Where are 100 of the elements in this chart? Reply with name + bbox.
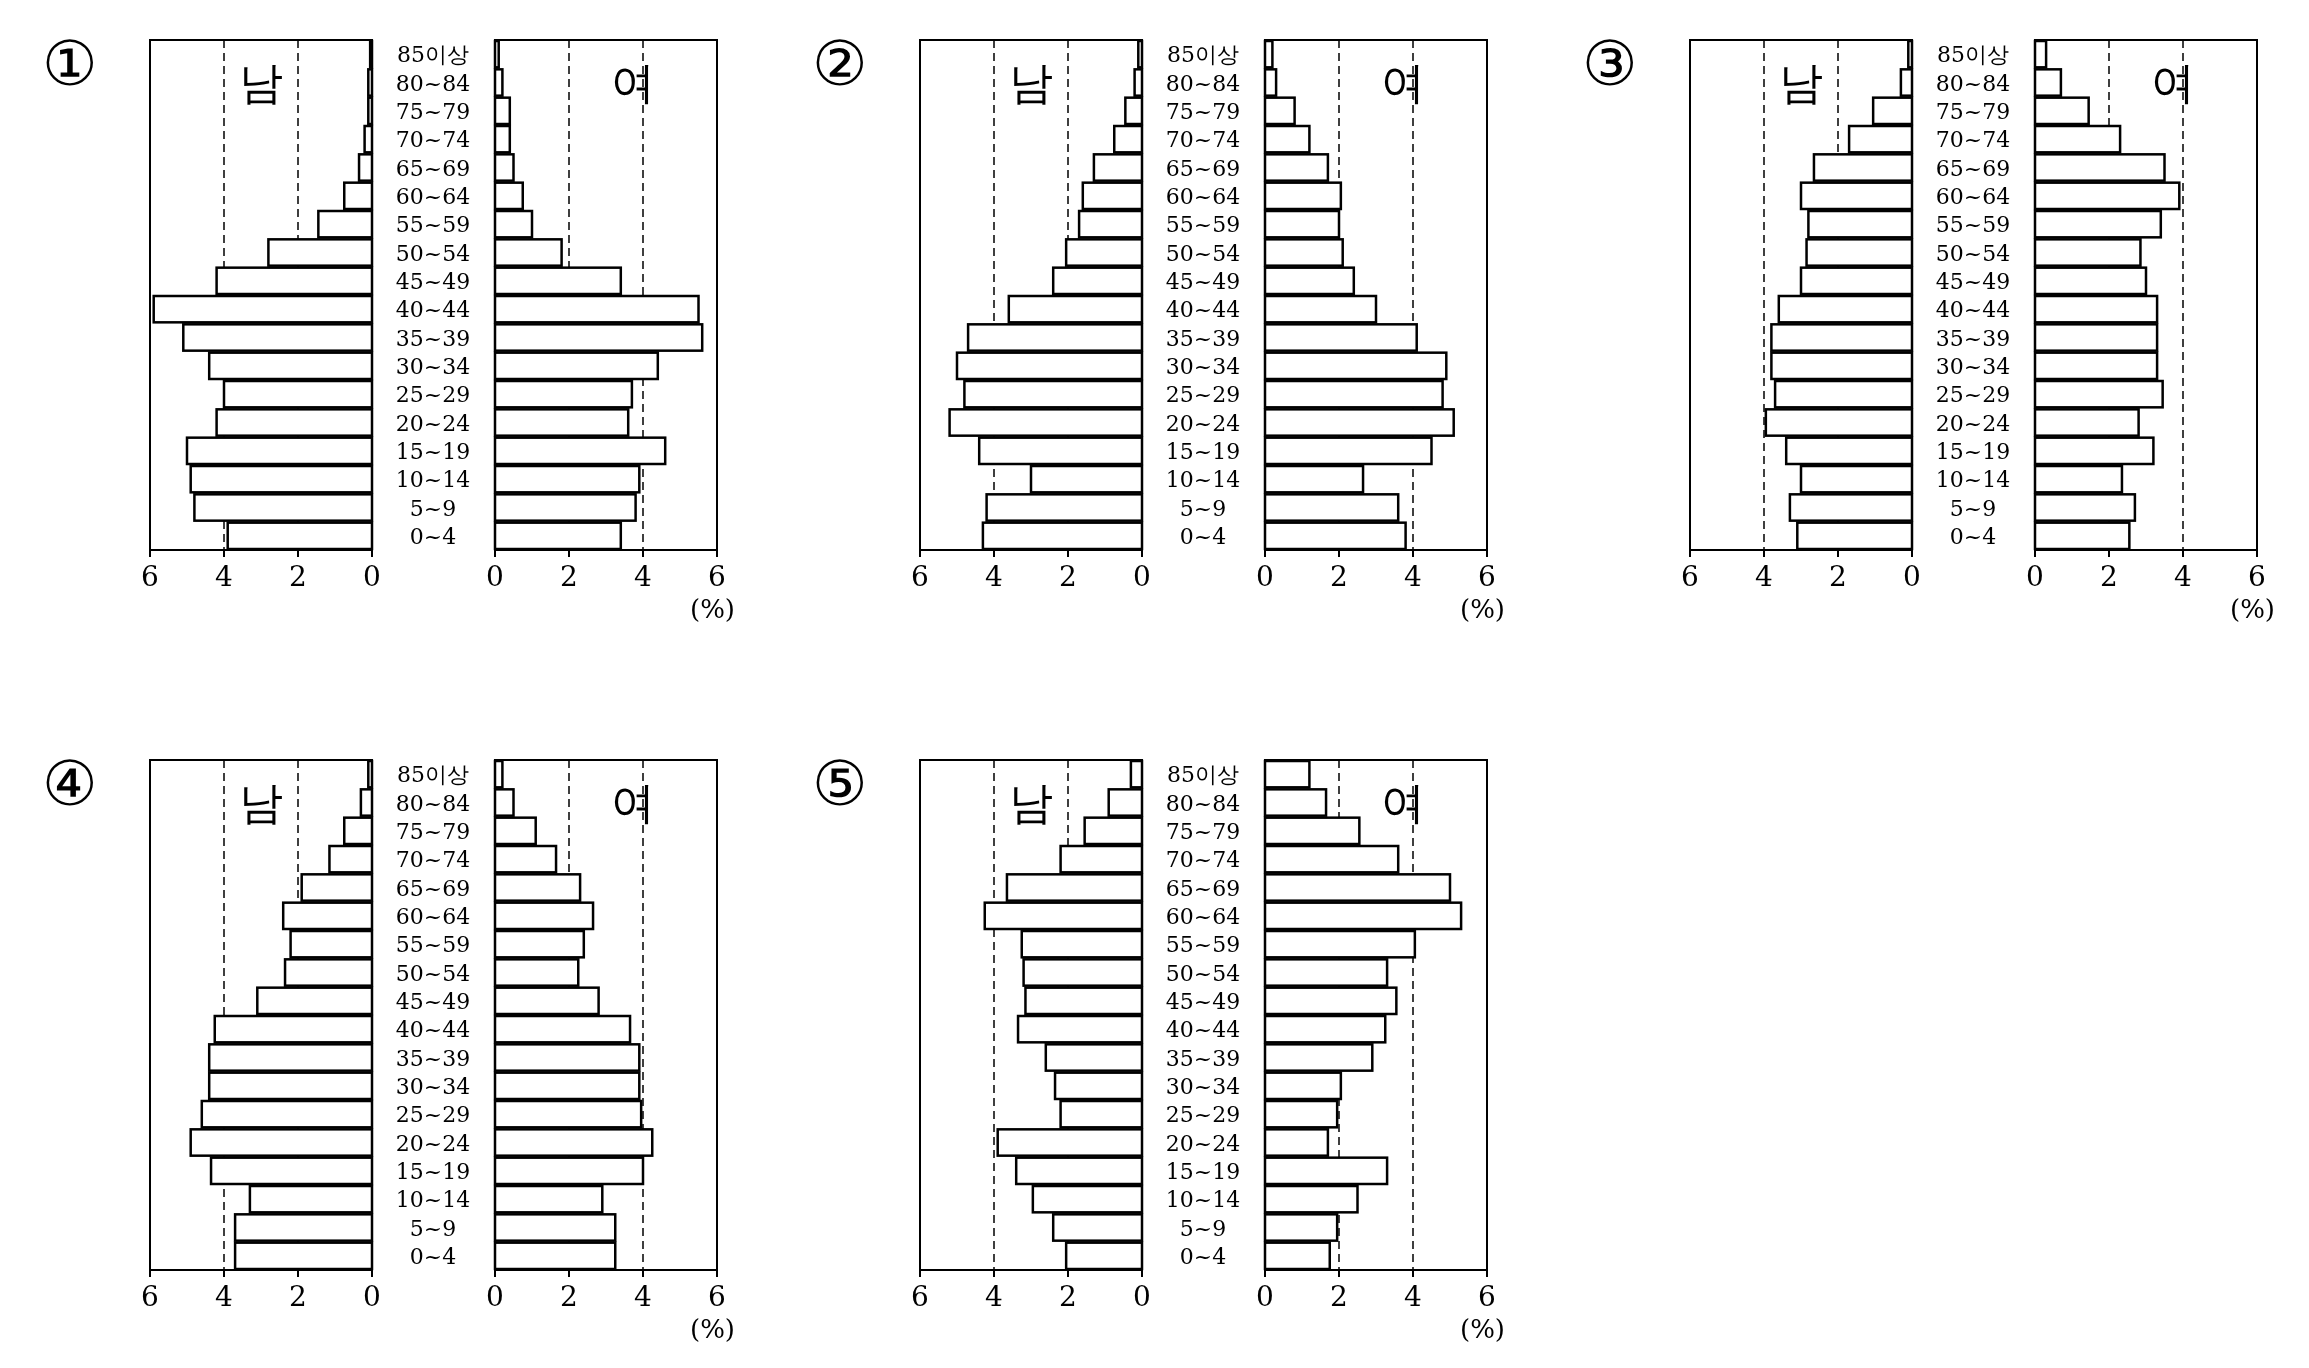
y-tick-label: 20~24 <box>395 1130 471 1156</box>
x-axis-title: (%) <box>690 594 735 624</box>
annotation: 여 <box>1380 57 1425 108</box>
annotation: 남 <box>239 57 283 108</box>
y-tick-label: 0~4 <box>1179 523 1227 549</box>
y-tick-label: 85이상 <box>1167 762 1239 788</box>
x-tick-label: 2 <box>289 560 307 593</box>
annotation: 남 <box>1009 57 1053 108</box>
x-axis-title: (%) <box>1460 594 1505 624</box>
y-tick-label: 60~64 <box>395 183 471 209</box>
y-tick-label: 35~39 <box>395 1045 471 1071</box>
y-tick-label: 0~4 <box>409 523 457 549</box>
y-tick-label: 20~24 <box>1165 410 1241 436</box>
x-axis-title: (%) <box>690 1314 735 1344</box>
x-tick-label: 2 <box>1059 560 1077 593</box>
y-tick-label: 15~19 <box>1165 1158 1241 1184</box>
x-tick-label: 2 <box>289 1280 307 1313</box>
y-tick-label: 5~9 <box>1179 495 1227 521</box>
x-tick-label: 0 <box>2026 560 2044 593</box>
annotation: 여 <box>610 57 655 108</box>
chart-title: ① <box>42 27 98 100</box>
y-tick-label: 35~39 <box>1165 1045 1241 1071</box>
y-tick-label: 30~34 <box>395 353 471 379</box>
y-tick-label: 60~64 <box>1935 183 2011 209</box>
y-tick-label: 10~14 <box>1935 467 2011 493</box>
x-tick-label: 4 <box>2174 560 2192 593</box>
y-tick-label: 55~59 <box>395 932 471 958</box>
x-tick-label: 2 <box>1829 560 1847 593</box>
y-tick-label: 25~29 <box>395 1102 471 1128</box>
x-tick-label: 2 <box>560 560 578 593</box>
y-tick-label: 70~74 <box>1935 127 2011 153</box>
y-tick-label: 65~69 <box>1165 875 1241 901</box>
y-tick-label: 60~64 <box>1165 183 1241 209</box>
x-tick-label: 6 <box>911 1280 929 1313</box>
y-tick-label: 35~39 <box>395 325 471 351</box>
y-tick-label: 80~84 <box>1935 70 2011 96</box>
y-tick-label: 75~79 <box>1165 98 1241 124</box>
y-tick-label: 30~34 <box>1165 1073 1241 1099</box>
y-tick-label: 20~24 <box>395 410 471 436</box>
y-tick-label: 50~54 <box>1165 240 1241 266</box>
x-tick-label: 0 <box>1256 560 1274 593</box>
y-tick-label: 25~29 <box>1165 1102 1241 1128</box>
y-tick-label: 80~84 <box>395 70 471 96</box>
chart-title: ② <box>812 27 868 100</box>
y-tick-label: 50~54 <box>1165 960 1241 986</box>
annotation: 남 <box>1009 777 1053 828</box>
y-tick-label: 65~69 <box>395 155 471 181</box>
y-tick-label: 75~79 <box>395 818 471 844</box>
y-tick-label: 25~29 <box>1165 382 1241 408</box>
x-tick-label: 4 <box>634 1280 652 1313</box>
y-tick-label: 20~24 <box>1935 410 2011 436</box>
y-tick-label: 85이상 <box>1167 42 1239 68</box>
y-tick-label: 40~44 <box>1165 1017 1241 1043</box>
y-tick-label: 55~59 <box>1935 212 2011 238</box>
x-tick-label: 6 <box>141 560 159 593</box>
y-tick-label: 40~44 <box>1165 297 1241 323</box>
y-tick-label: 65~69 <box>395 875 471 901</box>
y-tick-label: 45~49 <box>395 988 471 1014</box>
annotation: 여 <box>2150 57 2195 108</box>
y-tick-label: 70~74 <box>395 847 471 873</box>
chart-title: ④ <box>42 747 98 820</box>
x-tick-label: 6 <box>2248 560 2266 593</box>
y-tick-label: 30~34 <box>395 1073 471 1099</box>
y-tick-label: 55~59 <box>1165 932 1241 958</box>
y-tick-label: 40~44 <box>1935 297 2011 323</box>
y-tick-label: 25~29 <box>395 382 471 408</box>
x-tick-label: 4 <box>215 560 233 593</box>
y-tick-label: 0~4 <box>409 1243 457 1269</box>
x-tick-label: 6 <box>911 560 929 593</box>
x-tick-label: 6 <box>1478 560 1496 593</box>
y-tick-label: 5~9 <box>1179 1215 1227 1241</box>
y-tick-label: 35~39 <box>1935 325 2011 351</box>
x-tick-label: 0 <box>1256 1280 1274 1313</box>
y-tick-label: 15~19 <box>395 1158 471 1184</box>
y-tick-label: 70~74 <box>1165 847 1241 873</box>
y-tick-label: 5~9 <box>1949 495 1997 521</box>
y-tick-label: 45~49 <box>1935 268 2011 294</box>
y-tick-label: 80~84 <box>1165 70 1241 96</box>
x-tick-label: 4 <box>985 560 1003 593</box>
y-tick-label: 75~79 <box>1165 818 1241 844</box>
y-tick-label: 5~9 <box>409 1215 457 1241</box>
y-tick-label: 40~44 <box>395 297 471 323</box>
y-tick-label: 30~34 <box>1935 353 2011 379</box>
x-tick-label: 4 <box>985 1280 1003 1313</box>
y-tick-label: 85이상 <box>397 42 469 68</box>
annotation: 남 <box>1779 57 1823 108</box>
y-tick-label: 30~34 <box>1165 353 1241 379</box>
x-tick-label: 6 <box>1681 560 1699 593</box>
x-tick-label: 0 <box>486 560 504 593</box>
x-tick-label: 4 <box>215 1280 233 1313</box>
x-axis-title: (%) <box>1460 1314 1505 1344</box>
y-tick-label: 10~14 <box>1165 467 1241 493</box>
chart-title: ⑤ <box>812 747 868 820</box>
x-tick-label: 0 <box>1133 560 1151 593</box>
y-tick-label: 35~39 <box>1165 325 1241 351</box>
x-axis-title: (%) <box>2230 594 2275 624</box>
x-tick-label: 4 <box>634 560 652 593</box>
x-tick-label: 2 <box>1059 1280 1077 1313</box>
x-tick-label: 0 <box>1903 560 1921 593</box>
y-tick-label: 75~79 <box>395 98 471 124</box>
